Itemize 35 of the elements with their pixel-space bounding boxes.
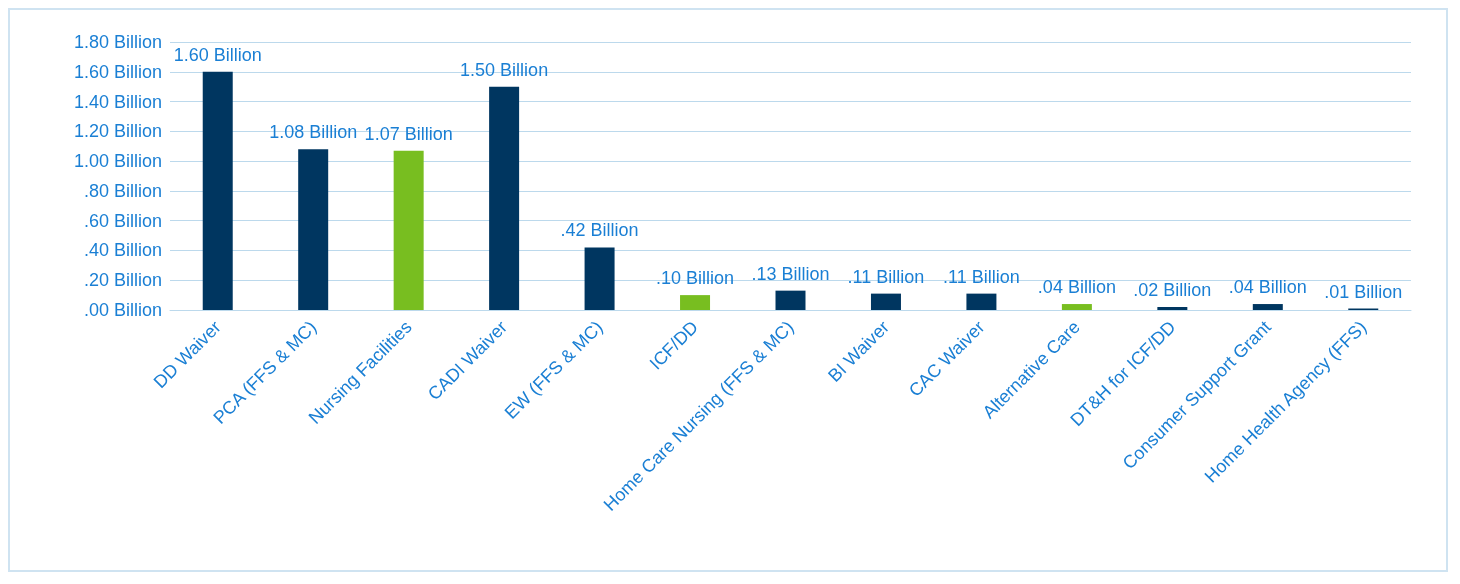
bar	[489, 86, 520, 310]
y-tick-label: 1.80 Billion	[73, 32, 162, 52]
bar	[1157, 307, 1188, 310]
data-label: .11 Billion	[847, 266, 925, 287]
y-tick-label: .40 Billion	[83, 240, 162, 261]
data-label: 1.07 Billion	[364, 123, 453, 144]
bar	[870, 293, 901, 310]
bar	[393, 150, 424, 310]
y-tick-label: 1.20 Billion	[73, 121, 162, 142]
bar	[966, 293, 997, 310]
bar	[584, 247, 615, 310]
data-label: 1.08 Billion	[269, 122, 358, 143]
data-label: 1.60 Billion	[173, 44, 262, 65]
data-label: 1.50 Billion	[460, 59, 549, 80]
y-tick-label: .80 Billion	[83, 180, 162, 201]
y-tick-label: .00 Billion	[83, 300, 162, 320]
data-label: .13 Billion	[751, 263, 830, 284]
bar	[680, 295, 711, 310]
y-tick-label: 1.00 Billion	[73, 151, 162, 172]
bar	[1061, 304, 1092, 310]
y-tick-label: 1.40 Billion	[73, 91, 162, 112]
y-tick-label: .60 Billion	[83, 210, 162, 231]
data-label: .04 Billion	[1228, 277, 1307, 298]
data-label: .11 Billion	[943, 266, 1020, 287]
data-label: .01 Billion	[1324, 281, 1403, 302]
bar	[1252, 304, 1283, 310]
y-tick-label: 1.60 Billion	[73, 61, 162, 82]
data-label: .02 Billion	[1133, 280, 1212, 301]
y-tick-label: .20 Billion	[83, 270, 162, 291]
data-label: .42 Billion	[560, 220, 639, 241]
bar	[202, 71, 233, 310]
data-label: .10 Billion	[656, 268, 735, 289]
bar	[775, 290, 806, 310]
data-label: .04 Billion	[1037, 277, 1116, 298]
bar	[298, 149, 329, 310]
